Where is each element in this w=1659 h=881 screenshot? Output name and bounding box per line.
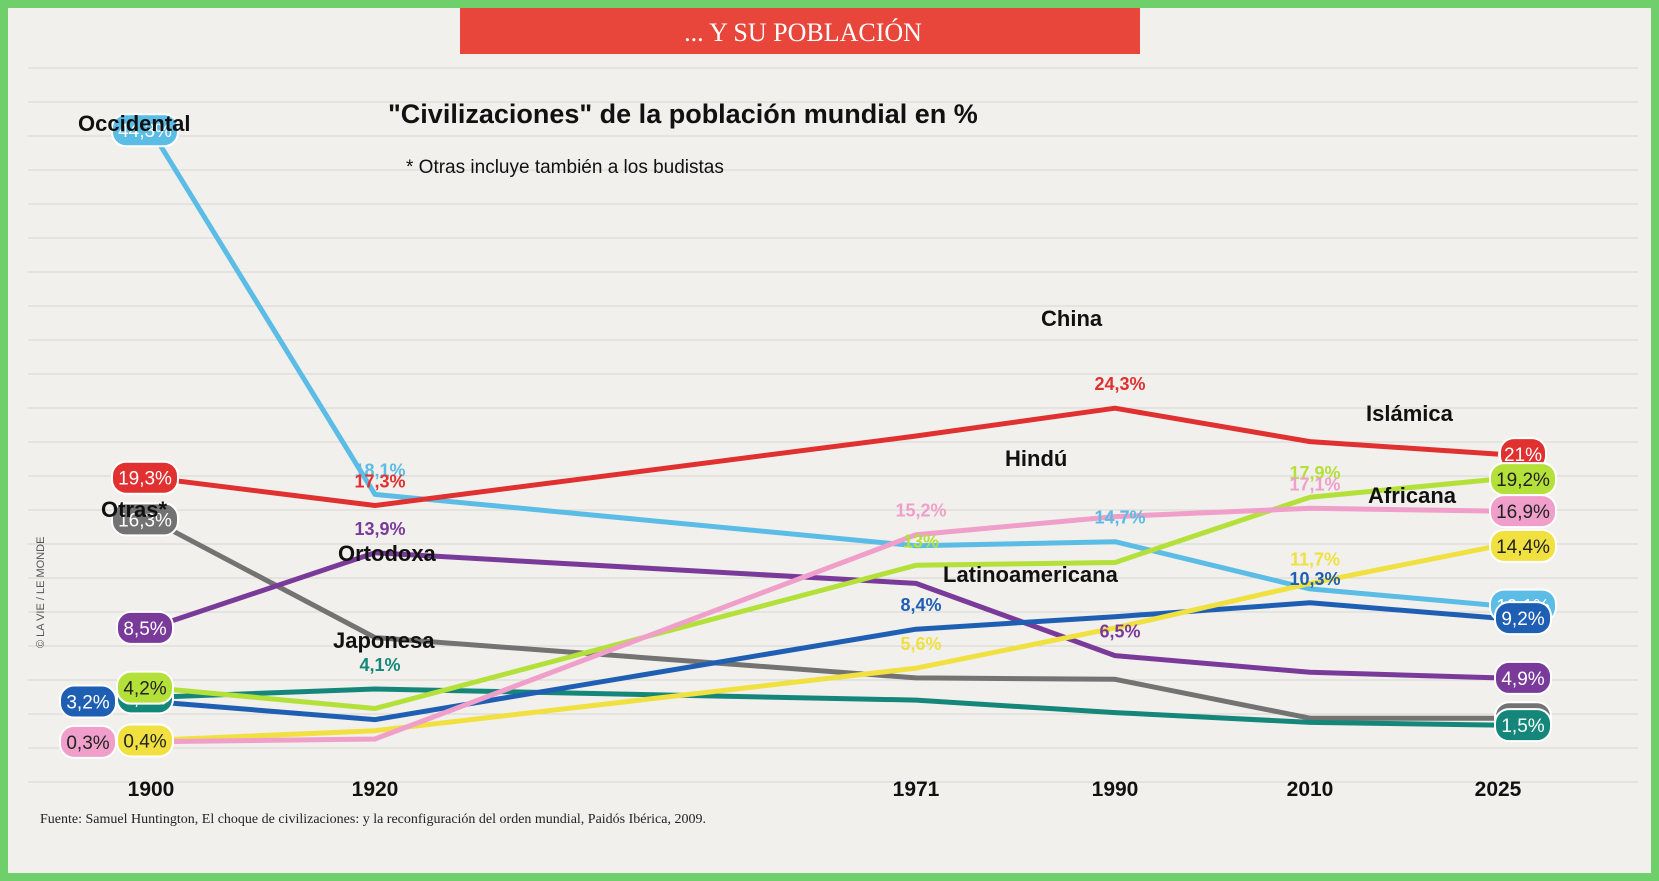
x-tick-label: 1990 <box>1092 778 1139 801</box>
x-axis-ticks: 1900 1920 1971 1990 2010 2025 <box>128 778 1522 801</box>
value-label: 16,3% <box>118 510 172 531</box>
value-labels: 44,3%18,1%14,7%10,1%19,3%17,3%24,3%21%16… <box>59 113 1557 759</box>
x-tick-label: 2010 <box>1287 778 1334 801</box>
series-name: Occidental <box>78 111 190 136</box>
series-name: Otras* <box>101 497 167 522</box>
chart-canvas: ... Y SU POBLACIÓN "Civilizaciones" de l… <box>28 8 1638 827</box>
value-label: 17,1% <box>1289 474 1340 494</box>
value-label: 19,2% <box>1496 470 1550 491</box>
x-tick-label: 1900 <box>128 778 175 801</box>
value-label: 11,7% <box>1290 549 1340 569</box>
value-label: 10,3% <box>1289 569 1340 589</box>
source-text: Fuente: Samuel Huntington, El choque de … <box>40 812 706 827</box>
series-names: Occidental China Otras* Ortodoxa Japonesa Lat… <box>78 111 1457 653</box>
value-label: 3,2% <box>66 693 109 714</box>
x-tick-label: 2025 <box>1475 778 1522 801</box>
value-label: 13,9% <box>354 519 405 539</box>
chart-frame: ... Y SU POBLACIÓN "Civilizaciones" de l… <box>8 8 1651 873</box>
title-banner <box>460 8 1140 54</box>
value-label: 5,6% <box>900 634 941 654</box>
value-label: 14,7% <box>1094 508 1145 528</box>
series-name: Islámica <box>1366 401 1454 426</box>
chart-subtitle: * Otras incluye también a los budistas <box>406 157 724 178</box>
series-lines <box>148 128 1499 745</box>
value-label: 15,2% <box>895 501 946 521</box>
value-label: 1,5% <box>1501 716 1544 737</box>
series-name: Hindú <box>1005 446 1067 471</box>
series-name: Ortodoxa <box>338 541 437 566</box>
value-label: 13% <box>903 531 939 551</box>
value-label: 9,2% <box>1501 609 1544 630</box>
value-pill <box>1494 708 1552 743</box>
series-line-2 <box>149 517 1498 721</box>
value-label: 18,1% <box>354 460 405 480</box>
series-name: Japonesa <box>333 628 435 653</box>
value-label: 17,3% <box>354 472 405 492</box>
value-label: 4,2% <box>123 679 166 700</box>
value-label: 0,3% <box>66 733 109 754</box>
value-label: 6,5% <box>1099 622 1140 642</box>
x-tick-label: 1920 <box>352 778 399 801</box>
value-label: 17,9% <box>1289 463 1340 483</box>
value-label: 14,4% <box>1496 537 1550 558</box>
series-name: Latinoamericana <box>943 562 1119 587</box>
value-pill <box>111 113 179 148</box>
value-pill <box>1494 660 1552 695</box>
value-label: 44,3% <box>118 121 172 142</box>
value-pill <box>59 684 117 719</box>
series-name: China <box>1041 306 1103 331</box>
banner-text: ... Y SU POBLACIÓN <box>684 18 922 47</box>
series-line-0 <box>148 128 1499 609</box>
series-line-1 <box>150 405 1499 508</box>
credit-text: © LA VIE / LE MONDE <box>35 537 47 648</box>
series-line-6 <box>150 543 1499 743</box>
value-label: 4,1% <box>359 655 400 675</box>
series-line-5 <box>150 600 1499 723</box>
value-pill <box>1489 528 1557 563</box>
value-pill <box>1489 494 1557 529</box>
series-line-7 <box>150 476 1499 711</box>
value-label: 16,9% <box>1496 502 1550 523</box>
value-pill <box>111 460 179 495</box>
series-line-3 <box>150 550 1499 681</box>
value-label: 19,3% <box>118 469 172 490</box>
value-label: 8,4% <box>900 595 941 615</box>
value-pill <box>111 502 179 537</box>
series-line-4 <box>150 686 1499 728</box>
value-pill <box>59 724 117 759</box>
value-label: 8,5% <box>123 619 166 640</box>
series-name: Africana <box>1368 483 1457 508</box>
value-pill <box>116 610 174 645</box>
value-label: 21% <box>1504 445 1542 466</box>
value-pill <box>116 670 174 705</box>
value-label: 24,3% <box>1094 374 1145 394</box>
series-line-8 <box>150 505 1499 745</box>
x-tick-label: 1971 <box>893 778 940 801</box>
value-label: 0,4% <box>123 731 166 752</box>
value-pill <box>1494 601 1552 636</box>
value-label: 4,9% <box>1501 669 1544 690</box>
chart-title: "Civilizaciones" de la población mundial… <box>388 99 978 129</box>
